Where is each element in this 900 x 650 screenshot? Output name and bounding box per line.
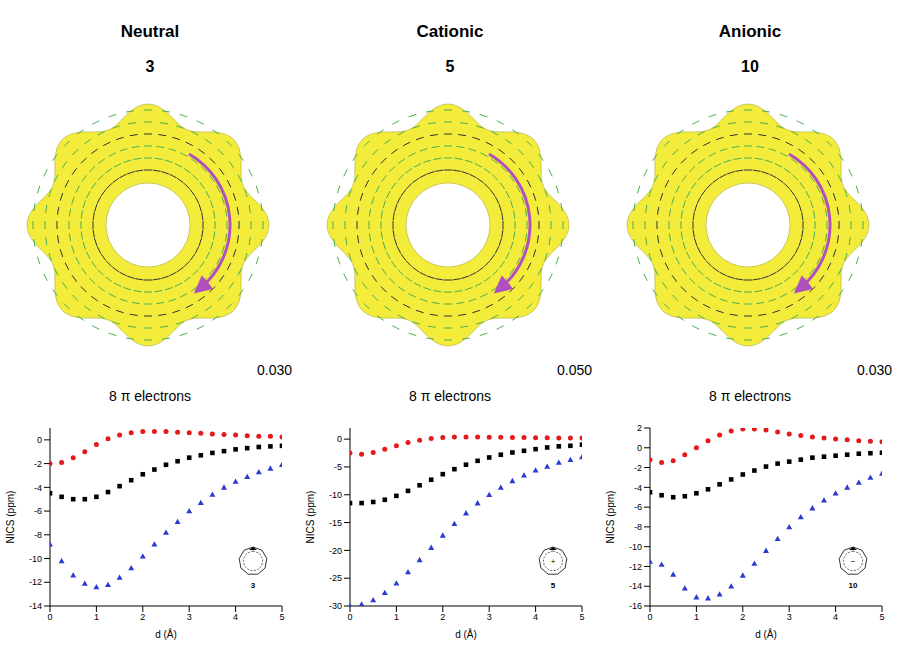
svg-text:d (Å): d (Å) bbox=[755, 628, 777, 640]
svg-text:-16: -16 bbox=[629, 601, 642, 611]
svg-text:2: 2 bbox=[140, 612, 145, 622]
svg-text:-6: -6 bbox=[634, 502, 642, 512]
svg-text:0: 0 bbox=[337, 434, 342, 444]
svg-text:0: 0 bbox=[347, 612, 352, 622]
svg-text:2: 2 bbox=[637, 423, 642, 433]
svg-text:-10: -10 bbox=[329, 490, 342, 500]
svg-text:-2: -2 bbox=[634, 463, 642, 473]
svg-text:-15: -15 bbox=[329, 518, 342, 528]
svg-text:-8: -8 bbox=[634, 522, 642, 532]
svg-text:-6: -6 bbox=[34, 506, 42, 516]
svg-text:0: 0 bbox=[647, 612, 652, 622]
svg-text:-25: -25 bbox=[329, 573, 342, 583]
html-text:0.030: 0.030 bbox=[257, 362, 292, 378]
html-text:Neutral: Neutral bbox=[120, 22, 180, 41]
svg-text:10: 10 bbox=[849, 581, 858, 590]
html-text:8 π electrons: 8 π electrons bbox=[709, 388, 791, 404]
svg-text:5: 5 bbox=[579, 612, 584, 622]
svg-text:2: 2 bbox=[440, 612, 445, 622]
svg-text:0: 0 bbox=[637, 443, 642, 453]
svg-text:-10: -10 bbox=[629, 542, 642, 552]
svg-text:0: 0 bbox=[47, 612, 52, 622]
svg-text:NICS (ppm): NICS (ppm) bbox=[605, 491, 616, 544]
html-text:8 π electrons: 8 π electrons bbox=[109, 388, 191, 404]
svg-text:d (Å): d (Å) bbox=[155, 628, 177, 640]
html-text:10: 10 bbox=[741, 58, 759, 75]
svg-text:+: + bbox=[551, 557, 556, 566]
svg-text:5: 5 bbox=[551, 581, 556, 590]
html-text:Anionic: Anionic bbox=[718, 22, 782, 41]
svg-text:3: 3 bbox=[251, 581, 256, 590]
svg-text:-12: -12 bbox=[629, 562, 642, 572]
svg-text:-10: -10 bbox=[29, 554, 42, 564]
svg-text:3: 3 bbox=[487, 612, 492, 622]
html-text:0.050: 0.050 bbox=[557, 362, 592, 378]
html-text:3: 3 bbox=[145, 58, 155, 75]
svg-text:-14: -14 bbox=[629, 581, 642, 591]
svg-text:-8: -8 bbox=[34, 530, 42, 540]
html-text:Cationic: Cationic bbox=[416, 22, 484, 41]
html-text:8 π electrons: 8 π electrons bbox=[409, 388, 491, 404]
svg-text:5: 5 bbox=[279, 612, 284, 622]
svg-text:4: 4 bbox=[833, 612, 838, 622]
svg-text:-12: -12 bbox=[29, 577, 42, 587]
svg-text:-20: -20 bbox=[329, 546, 342, 556]
svg-text:NICS (ppm): NICS (ppm) bbox=[5, 491, 16, 544]
svg-text:-30: -30 bbox=[329, 601, 342, 611]
svg-text:0: 0 bbox=[37, 435, 42, 445]
svg-text:1: 1 bbox=[94, 612, 99, 622]
svg-text:-4: -4 bbox=[634, 483, 642, 493]
svg-text:4: 4 bbox=[233, 612, 238, 622]
html-text:5: 5 bbox=[445, 58, 455, 75]
svg-text:1: 1 bbox=[394, 612, 399, 622]
svg-text:2: 2 bbox=[740, 612, 745, 622]
svg-text:-14: -14 bbox=[29, 601, 42, 611]
svg-text:4: 4 bbox=[533, 612, 538, 622]
svg-text:-5: -5 bbox=[334, 462, 342, 472]
svg-text:3: 3 bbox=[187, 612, 192, 622]
svg-text:5: 5 bbox=[879, 612, 884, 622]
svg-text:-2: -2 bbox=[34, 459, 42, 469]
svg-text:1: 1 bbox=[694, 612, 699, 622]
svg-text:-4: -4 bbox=[34, 483, 42, 493]
svg-text:NICS (ppm): NICS (ppm) bbox=[305, 491, 316, 544]
svg-text:d (Å): d (Å) bbox=[455, 628, 477, 640]
html-text:0.030: 0.030 bbox=[857, 362, 892, 378]
svg-text:−: − bbox=[851, 557, 856, 566]
svg-text:3: 3 bbox=[787, 612, 792, 622]
